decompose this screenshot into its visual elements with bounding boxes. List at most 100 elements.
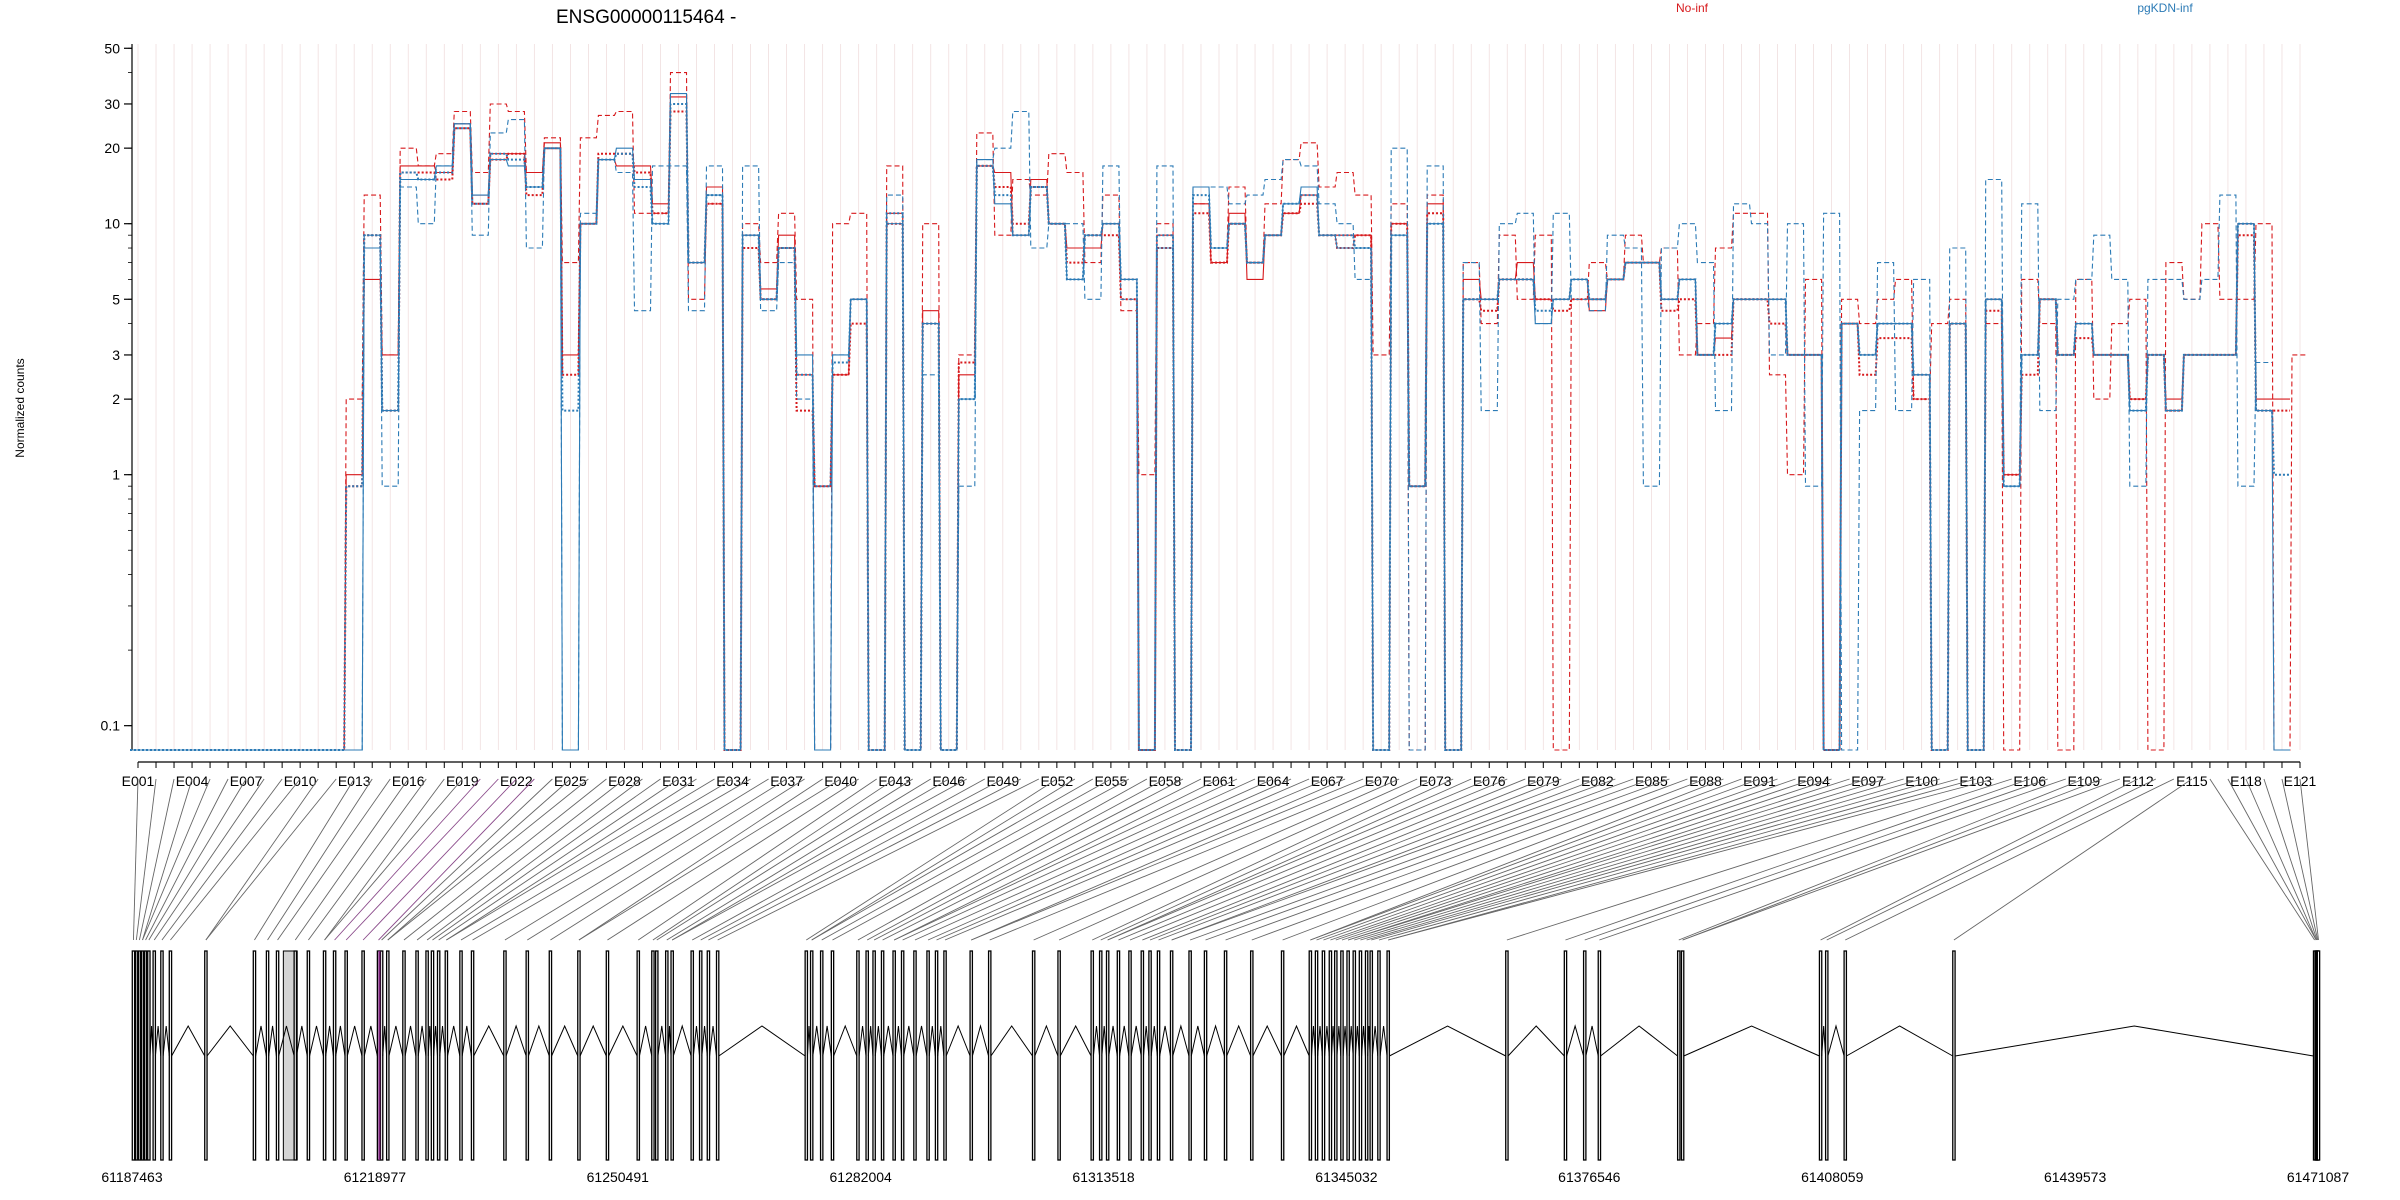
vertical-gridlines: [137, 44, 2301, 750]
connector-line: [806, 778, 1058, 941]
connector-line: [324, 778, 445, 941]
connector-line: [1316, 778, 1760, 941]
connector-line: [708, 778, 1022, 941]
x-tick-label: E112: [2122, 773, 2154, 789]
series-lines: [130, 72, 2308, 751]
intron-line: [1119, 1025, 1130, 1057]
legend-pgkdn-inf: pgKDN-inf: [2137, 1, 2193, 15]
connector-line: [254, 778, 355, 941]
intron-line: [1150, 1025, 1158, 1057]
x-tick-label: E067: [1311, 773, 1344, 789]
intron-line: [439, 1025, 446, 1057]
intron-line: [718, 1025, 806, 1057]
x-tick-label: E070: [1365, 773, 1398, 789]
exon-box: [1505, 950, 1509, 1161]
y-tick-label: 20: [104, 140, 120, 156]
connector-line: [1282, 778, 1706, 941]
genome-tick-label: 61439573: [2044, 1169, 2107, 1185]
exon-box: [651, 950, 655, 1161]
connector-line: [504, 778, 769, 941]
intron-line: [1108, 1025, 1118, 1057]
connector-line: [1565, 778, 2030, 941]
connector-line: [472, 778, 751, 941]
connector-line: [971, 778, 1346, 941]
exon-box: [168, 950, 173, 1161]
exon-box: [1031, 950, 1036, 1161]
connector-line: [671, 778, 967, 941]
intron-line: [162, 1025, 170, 1057]
x-tick-label: E094: [1797, 773, 1830, 789]
intron-line: [971, 1024, 990, 1057]
connector-line: [1158, 778, 1580, 941]
connector-line: [893, 778, 1220, 941]
intron-line: [388, 1025, 404, 1057]
x-tick-label: E091: [1743, 773, 1776, 789]
intron-line: [1034, 1024, 1059, 1057]
connector-line: [142, 778, 193, 941]
intron-line: [638, 1025, 653, 1057]
connector-line: [1347, 778, 1868, 941]
intron-line: [833, 1024, 858, 1057]
x-tick-label: E115: [2176, 773, 2208, 789]
x-tick-label: E007: [230, 773, 263, 789]
intron-line: [608, 1024, 638, 1057]
y-tick-label: 30: [104, 96, 120, 112]
intron-line: [692, 1025, 701, 1057]
connector-line: [1310, 778, 1742, 941]
highlighted-exon-mark: [378, 951, 381, 1160]
x-tick-label: E016: [392, 773, 425, 789]
connector-line: [944, 778, 1328, 941]
intron-line: [1252, 1024, 1282, 1057]
legend-no-inf: No-inf: [1676, 1, 1709, 15]
connector-line: [1388, 778, 1994, 941]
connector-line: [334, 778, 481, 941]
connector-line: [1129, 778, 1526, 941]
connector-line: [971, 778, 1364, 941]
connector-line: [1341, 778, 1832, 941]
connector-line: [902, 778, 1256, 941]
genome-tick-label: 61282004: [830, 1169, 893, 1185]
connector-line: [914, 778, 1274, 941]
intron-line: [268, 1025, 277, 1057]
intron-line: [1507, 1025, 1565, 1057]
x-tick-label: E082: [1581, 773, 1614, 789]
exon-box: [470, 950, 475, 1161]
connector-line: [656, 778, 913, 941]
x-tick-label: E028: [608, 773, 641, 789]
intron-line: [672, 1024, 692, 1057]
x-tick-label: E085: [1635, 773, 1668, 789]
x-tick-label: E064: [1257, 773, 1290, 789]
connector-line: [294, 778, 409, 941]
intron-line: [1954, 1025, 2314, 1057]
intron-line: [990, 1025, 1033, 1057]
exon-connector-lines: [132, 778, 2319, 941]
exon-box: [204, 950, 208, 1161]
intron-line: [1389, 1025, 1506, 1057]
intron-line: [579, 1024, 607, 1057]
connector-line: [2209, 778, 2316, 941]
exon-box: [1680, 950, 1685, 1161]
x-tick-label: E055: [1095, 773, 1128, 789]
intron-line: [417, 1025, 427, 1057]
connector-line: [416, 778, 625, 941]
connector-line: [1366, 778, 1922, 941]
x-tick-label: E103: [1959, 773, 1992, 789]
connector-line: [873, 778, 1184, 941]
connector-line: [1371, 778, 1940, 941]
connector-line: [527, 778, 787, 941]
intron-line: [1827, 1024, 1845, 1057]
exon-box: [943, 950, 947, 1161]
connector-line: [1330, 778, 1796, 941]
x-axis: E001 E004 E007 E010 E013 E016 E019 E022 E025 E028…: [122, 761, 2317, 789]
intron-line: [551, 1024, 579, 1057]
connector-line: [811, 778, 1094, 941]
connector-line: [1388, 778, 1976, 941]
x-tick-label: E040: [824, 773, 857, 789]
connector-line: [2263, 778, 2318, 941]
gene-model: [131, 950, 2321, 1161]
connector-line: [1354, 778, 1886, 941]
exon-box: [1676, 950, 1681, 1161]
x-tick-label: E019: [446, 773, 479, 789]
exon-box: [143, 950, 148, 1161]
